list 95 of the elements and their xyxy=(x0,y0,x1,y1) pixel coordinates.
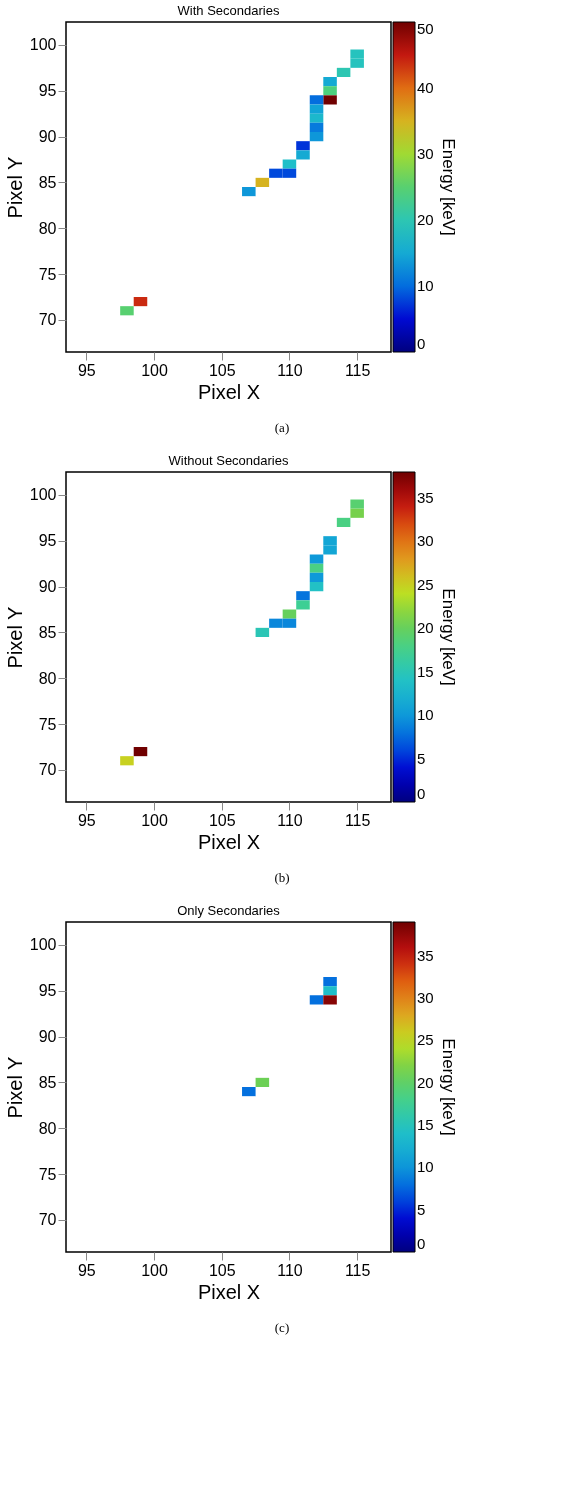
y-tick-label: 70 xyxy=(38,311,57,329)
color-bar-label: 40 xyxy=(417,79,434,96)
y-axis-title: Pixel Y xyxy=(3,606,26,669)
color-bar-label: 10 xyxy=(417,1158,434,1176)
point xyxy=(323,536,337,546)
x-tick-label: 105 xyxy=(208,811,236,829)
point xyxy=(323,77,337,87)
x-axis-title: Pixel X xyxy=(197,380,261,403)
color-bar-label: 15 xyxy=(417,1116,434,1134)
x-axis-title: Pixel X xyxy=(197,830,261,853)
color-bar-label: 5 xyxy=(417,749,426,767)
y-tick-label: 95 xyxy=(38,82,57,100)
y-tick-label: 90 xyxy=(38,128,57,146)
point xyxy=(323,95,337,105)
x-tick-label: 105 xyxy=(208,1261,236,1279)
point xyxy=(296,591,310,601)
color-bar-title: Energy [keV] xyxy=(439,138,458,236)
x-tick-label: 100 xyxy=(141,811,168,829)
color-bar-label: 20 xyxy=(417,211,434,228)
y-tick-label: 75 xyxy=(38,1165,57,1183)
color-bar-label: 30 xyxy=(417,145,434,162)
chart-title: With Secondaries xyxy=(177,3,280,18)
color-bar-label: 30 xyxy=(417,989,434,1007)
point xyxy=(350,49,364,59)
point xyxy=(269,618,283,628)
x-tick-label: 100 xyxy=(141,361,168,379)
point xyxy=(323,995,337,1005)
text: (b) xyxy=(273,870,291,886)
color-bar-label: 25 xyxy=(417,1031,434,1049)
text: (a) xyxy=(273,420,291,436)
y-axis-title: Pixel Y xyxy=(3,156,26,219)
chart-title: Without Secondaries xyxy=(168,453,289,468)
color-bar-label: 5 xyxy=(417,1200,426,1218)
x-axis-title: Pixel X xyxy=(197,1280,261,1303)
y-tick-label: 80 xyxy=(38,1119,57,1137)
x-tick-label: 115 xyxy=(344,1261,371,1279)
y-tick-label: 95 xyxy=(38,982,57,1000)
x-tick-label: 110 xyxy=(277,811,303,829)
point xyxy=(269,168,283,178)
color-bar-label: 35 xyxy=(417,946,434,964)
point xyxy=(296,600,310,610)
point xyxy=(323,986,337,996)
color-bar-title: Energy [keV] xyxy=(439,588,458,686)
color-bar-label: 10 xyxy=(417,277,434,294)
x-tick-label: 105 xyxy=(208,361,236,379)
color-bar-label: 10 xyxy=(417,706,434,724)
color-bar-label: 0 xyxy=(417,785,426,802)
point xyxy=(323,545,337,555)
color-bar-label: 30 xyxy=(417,532,434,550)
y-tick-label: 100 xyxy=(29,936,57,954)
y-tick-label: 90 xyxy=(38,1028,57,1046)
color-bar-label: 25 xyxy=(417,575,434,593)
color-bar-label: 0 xyxy=(417,1235,426,1252)
color-bar-label: 0 xyxy=(417,335,426,352)
x-tick-label: 95 xyxy=(77,361,96,379)
y-tick-label: 80 xyxy=(38,669,57,687)
color-bar-label: 50 xyxy=(417,20,434,37)
x-tick-label: 115 xyxy=(344,811,371,829)
y-tick-label: 100 xyxy=(29,36,57,54)
point xyxy=(323,977,337,987)
y-tick-label: 85 xyxy=(38,173,57,191)
point xyxy=(296,141,310,151)
point xyxy=(296,150,310,160)
color-bar-label: 20 xyxy=(417,619,434,637)
x-tick-label: 95 xyxy=(77,1261,96,1279)
x-tick-label: 115 xyxy=(344,361,371,379)
y-tick-label: 70 xyxy=(38,1211,57,1229)
point xyxy=(242,1087,256,1097)
point xyxy=(242,187,256,197)
chart-title: Only Secondaries xyxy=(177,903,281,918)
x-tick-label: 110 xyxy=(277,361,303,379)
y-tick-label: 85 xyxy=(38,1073,57,1091)
point xyxy=(350,508,364,518)
color-bar-title: Energy [keV] xyxy=(439,1038,458,1136)
x-tick-label: 100 xyxy=(141,1261,168,1279)
point xyxy=(350,499,364,509)
y-axis-title: Pixel Y xyxy=(3,1056,26,1119)
point xyxy=(323,86,337,96)
y-tick-label: 95 xyxy=(38,532,57,550)
point xyxy=(350,58,364,68)
y-tick-label: 70 xyxy=(38,761,57,779)
color-bar-label: 35 xyxy=(417,489,434,507)
y-tick-label: 85 xyxy=(38,623,57,641)
x-tick-label: 110 xyxy=(277,1261,303,1279)
y-tick-label: 75 xyxy=(38,715,57,733)
point xyxy=(120,306,134,316)
y-tick-label: 75 xyxy=(38,265,57,283)
color-bar-label: 20 xyxy=(417,1073,434,1091)
text: (c) xyxy=(273,1320,291,1336)
color-bar-label: 15 xyxy=(417,662,434,680)
y-tick-label: 100 xyxy=(29,486,57,504)
y-tick-label: 80 xyxy=(38,219,57,237)
y-tick-label: 90 xyxy=(38,578,57,596)
point xyxy=(120,756,134,766)
x-tick-label: 95 xyxy=(77,811,96,829)
